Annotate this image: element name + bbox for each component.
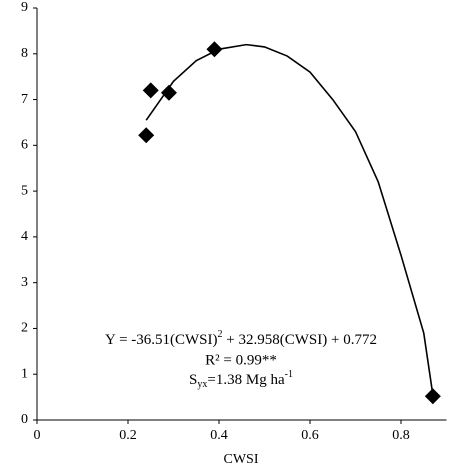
x-tick-label: 0.8 [392, 428, 410, 443]
annotation-text: + 32.958(CWSI) + 0.772 [223, 332, 377, 348]
annotation-text: -1 [285, 369, 293, 380]
annotation-text: =1.38 Mg ha [207, 372, 285, 388]
annotation-text: Y = -36.51(CWSI) [105, 332, 217, 348]
point [138, 127, 155, 144]
point [424, 388, 441, 405]
std-error: Syx=1.38 Mg ha-1 [189, 369, 293, 390]
fit-curve [145, 43, 434, 395]
x-tick-label: 0.6 [301, 428, 319, 443]
x-tick-label: 0 [34, 428, 41, 443]
y-tick-label: 8 [21, 46, 28, 61]
y-tick-label: 9 [21, 0, 28, 15]
point [206, 41, 223, 58]
y-tick-label: 4 [21, 229, 28, 244]
equation: Y = -36.51(CWSI)2 + 32.958(CWSI) + 0.772 [105, 329, 377, 348]
point [142, 82, 159, 99]
point [160, 84, 177, 101]
annotation-text: S [189, 372, 197, 388]
y-tick-label: 3 [21, 275, 28, 290]
y-tick-label: 6 [21, 138, 28, 153]
annotation-text: 2 [218, 329, 223, 340]
r-squared: R² = 0.99** [205, 352, 277, 368]
y-tick-label: 5 [21, 183, 28, 198]
y-tick-label: 2 [21, 321, 28, 336]
y-tick-label: 1 [21, 366, 28, 381]
y-tick-label: 7 [21, 92, 28, 107]
x-axis-label: CWSI [224, 452, 259, 467]
x-tick-label: 0.2 [119, 428, 137, 443]
annotation-text: yx [197, 379, 207, 390]
y-tick-label: 0 [21, 412, 28, 427]
x-tick-label: 0.4 [210, 428, 228, 443]
